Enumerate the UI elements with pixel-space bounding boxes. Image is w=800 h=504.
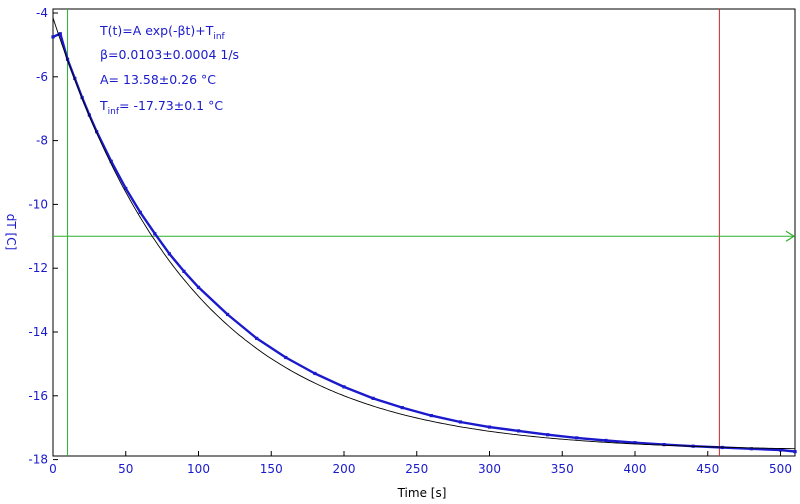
y-tick-label: -18 [28, 453, 48, 467]
x-tick-label: 250 [405, 462, 428, 476]
y-tick-label: -14 [28, 325, 48, 339]
x-tick-label: 500 [769, 462, 792, 476]
annotation-tinf: Tinf= -17.73±0.1 °C [99, 98, 223, 117]
x-tick-label: 450 [696, 462, 719, 476]
axis-ticks: 0 50 100 150 200 250 300 350 400 450 500 -4 -6 -8 -10 -… [28, 6, 792, 476]
data-point [51, 35, 55, 39]
marker-lines [53, 9, 796, 456]
y-axis-label: dT [C] [4, 214, 18, 251]
arrow-head-icon [785, 230, 796, 242]
plot-frame [52, 8, 796, 457]
y-tick-label: -10 [28, 197, 48, 211]
y-tick-label: -4 [36, 6, 48, 20]
fit-curve-line [52, 17, 796, 450]
annotation-formula: T(t)=A exp(-βt)+Tinf [99, 23, 226, 42]
x-tick-label: 150 [260, 462, 283, 476]
x-tick-label: 0 [49, 462, 57, 476]
fit-curve [52, 17, 796, 450]
x-tick-label: 350 [551, 462, 574, 476]
x-tick-label: 300 [478, 462, 501, 476]
y-tick-label: -6 [36, 70, 48, 84]
y-tick-label: -16 [28, 389, 48, 403]
x-tick-label: 400 [624, 462, 647, 476]
y-tick-label: -8 [36, 134, 48, 148]
x-tick-label: 50 [118, 462, 133, 476]
fit-annotation: T(t)=A exp(-βt)+Tinf β=0.0103±0.0004 1/s… [99, 23, 239, 117]
annotation-beta: β=0.0103±0.0004 1/s [100, 47, 239, 62]
x-tick-label: 100 [187, 462, 210, 476]
data-series-line [52, 32, 796, 453]
y-tick-label: -12 [28, 261, 48, 275]
x-tick-label: 200 [333, 462, 356, 476]
x-axis-label: Time [s] [397, 486, 447, 500]
annotation-a: A= 13.58±0.26 °C [100, 72, 216, 87]
